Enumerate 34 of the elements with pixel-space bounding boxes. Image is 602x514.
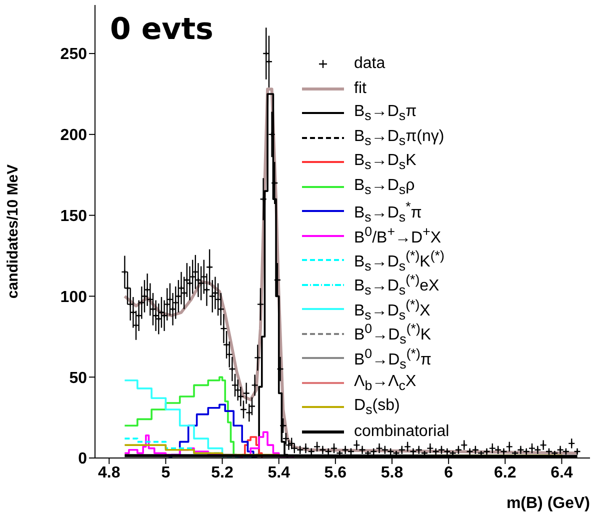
- y-tick-label: 0: [78, 450, 88, 468]
- x-tick-label: 5.6: [324, 464, 347, 482]
- legend-label: B$_{s}$→D$_{s}$$^{*}$π: [354, 198, 422, 224]
- legend-label: B$_{s}$→D$_{s}$$^{(*)}$K$^{(*)}$: [354, 248, 444, 274]
- legend-label: B$_{s}$→D$_{s}$$^{(*)}$X: [354, 296, 430, 322]
- x-tick-label: 5: [161, 464, 170, 482]
- x-tick-label: 5.2: [211, 464, 234, 482]
- x-axis-title: m(B) (GeV): [506, 495, 590, 512]
- y-tick-label: 150: [60, 208, 88, 225]
- legend-label: B$_{s}$→D$_{s}$$^{(*)}$eX: [354, 272, 440, 298]
- legend-label: Λ$_{b}$→Λ$_{c}$X: [354, 372, 416, 393]
- legend-label: B$^{0}$/B$^{+}$→D$^{+}$X: [354, 224, 442, 248]
- legend-label: B$_{s}$→D$_{s}$K: [354, 152, 416, 172]
- y-axis-title: candidates/10 MeV: [4, 164, 22, 299]
- y-tick-label: 100: [60, 288, 88, 306]
- x-tick-label: 4.8: [98, 464, 120, 482]
- x-tick-label: 6: [444, 464, 454, 482]
- x-tick-label: 5.8: [380, 464, 404, 482]
- legend-label: combinatorial: [354, 422, 450, 441]
- legend-label: B$^{0}$→D$_{s}$$^{(*)}$π: [354, 346, 432, 372]
- x-tick-label: 6.2: [494, 464, 516, 482]
- legend-label: fit: [354, 80, 366, 98]
- y-tick-label: 50: [69, 370, 88, 387]
- x-tick-label: 5.4: [268, 464, 290, 482]
- legend-label: B$_{s}$→D$_{s}$π: [354, 103, 417, 124]
- legend-label: B$_{s}$→D$_{s}$π(nγ): [354, 128, 444, 148]
- annotation: 0 evts: [110, 12, 214, 47]
- y-tick-label: 200: [60, 127, 88, 144]
- legend-label: B$_{s}$→D$_{s}$ρ: [354, 176, 415, 197]
- legend-label: B$^{0}$→D$_{s}$$^{(*)}$K: [354, 321, 432, 347]
- legend-label: D$_{s}$(sb): [354, 397, 400, 418]
- y-tick-label: 250: [60, 46, 88, 64]
- legend-label: data: [354, 55, 386, 74]
- x-tick-label: 6.4: [550, 464, 573, 482]
